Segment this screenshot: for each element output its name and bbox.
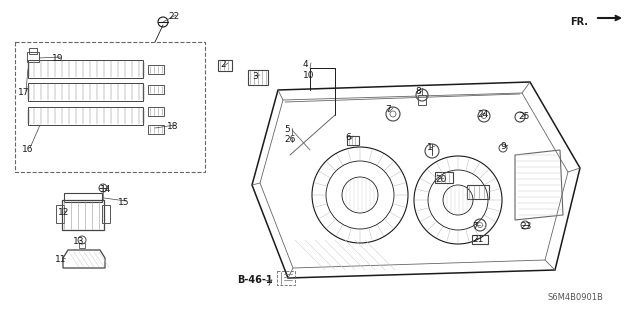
Text: 12: 12 — [58, 208, 69, 217]
Bar — [28, 107, 143, 125]
Text: 4: 4 — [303, 60, 308, 69]
Bar — [79, 243, 85, 248]
Text: 23: 23 — [520, 222, 531, 231]
Bar — [148, 85, 164, 94]
Text: 11: 11 — [55, 255, 67, 264]
Text: 13: 13 — [73, 237, 84, 246]
Text: 5: 5 — [284, 125, 290, 134]
Text: 3: 3 — [252, 72, 258, 81]
Bar — [148, 125, 164, 134]
Bar — [277, 271, 295, 285]
Bar — [28, 60, 143, 78]
Text: FR.: FR. — [570, 17, 588, 27]
Text: 26: 26 — [284, 135, 296, 144]
Text: S6M4B0901B: S6M4B0901B — [548, 293, 604, 302]
Bar — [435, 172, 453, 183]
Bar — [64, 193, 102, 202]
Text: 24: 24 — [477, 110, 488, 119]
Text: 10: 10 — [303, 71, 314, 80]
Text: 20: 20 — [435, 175, 446, 184]
Bar — [56, 205, 64, 223]
Text: 14: 14 — [100, 185, 111, 194]
Text: 16: 16 — [22, 145, 33, 154]
Bar — [148, 107, 164, 116]
Bar — [29, 48, 37, 54]
Bar — [418, 95, 426, 105]
Text: B-46-1: B-46-1 — [237, 275, 273, 285]
Bar — [62, 200, 104, 230]
Bar — [472, 235, 488, 244]
Bar — [27, 52, 39, 62]
Text: 22: 22 — [168, 12, 179, 21]
Text: 17: 17 — [18, 88, 29, 97]
Bar — [248, 70, 268, 85]
Bar — [467, 185, 489, 199]
Text: 7: 7 — [385, 105, 391, 114]
Text: 6: 6 — [345, 133, 351, 142]
Bar — [28, 83, 143, 101]
Bar — [347, 136, 359, 145]
FancyArrowPatch shape — [598, 16, 620, 20]
Text: 8: 8 — [415, 87, 420, 96]
Bar — [148, 65, 164, 74]
Text: 15: 15 — [118, 198, 129, 207]
Bar — [218, 60, 232, 71]
Text: 2: 2 — [220, 60, 226, 69]
Text: 7: 7 — [472, 222, 477, 231]
Text: 21: 21 — [472, 235, 483, 244]
Bar — [15, 42, 205, 172]
Text: 19: 19 — [52, 54, 63, 63]
Text: 9: 9 — [500, 142, 506, 151]
Bar — [102, 205, 110, 223]
Text: 1: 1 — [427, 143, 433, 152]
Text: 25: 25 — [518, 112, 529, 121]
Text: 18: 18 — [167, 122, 179, 131]
